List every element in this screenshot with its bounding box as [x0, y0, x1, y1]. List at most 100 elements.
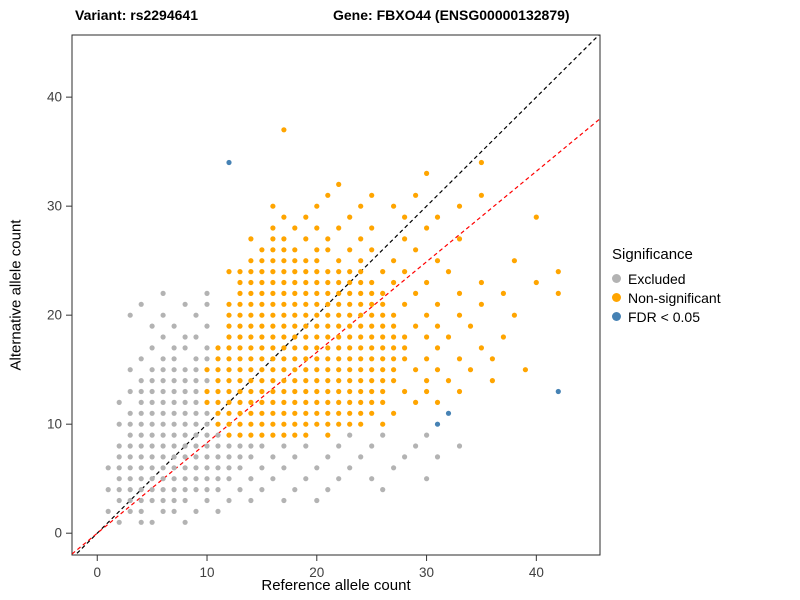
data-point — [270, 323, 276, 329]
y-tick-label: 0 — [54, 526, 62, 541]
data-point — [391, 465, 397, 471]
data-point — [215, 454, 221, 460]
data-point — [336, 279, 342, 286]
data-point — [160, 367, 166, 373]
data-point — [138, 378, 144, 384]
data-point — [380, 312, 386, 318]
data-point — [314, 269, 320, 275]
data-point — [391, 203, 397, 209]
x-tick-label: 40 — [529, 565, 544, 580]
data-point — [292, 432, 298, 438]
data-point — [226, 410, 232, 416]
data-point — [116, 454, 122, 460]
data-point — [336, 410, 342, 416]
data-point — [303, 378, 309, 384]
data-point — [259, 269, 265, 275]
data-point — [160, 334, 166, 340]
data-point — [259, 410, 265, 416]
data-point — [149, 443, 155, 449]
data-point — [522, 367, 529, 373]
data-point — [237, 279, 243, 286]
data-point — [182, 378, 188, 384]
data-point — [303, 312, 309, 318]
data-point — [160, 497, 166, 504]
y-tick-label: 40 — [47, 90, 62, 105]
data-point — [391, 258, 397, 264]
data-point — [226, 432, 232, 438]
data-point — [204, 497, 210, 504]
data-point — [413, 399, 419, 405]
data-point — [445, 378, 452, 384]
data-point — [424, 356, 430, 362]
data-point — [314, 225, 320, 231]
data-point — [347, 269, 353, 275]
data-point — [303, 279, 309, 286]
data-point — [358, 367, 364, 373]
data-point — [215, 443, 221, 449]
data-point — [303, 388, 309, 395]
data-point — [424, 378, 430, 384]
data-point — [336, 388, 342, 395]
data-point — [237, 301, 243, 307]
data-point — [314, 247, 320, 253]
data-point — [237, 443, 243, 449]
data-point — [325, 388, 331, 395]
data-point — [303, 443, 309, 449]
data-point — [127, 312, 133, 318]
data-point — [336, 258, 342, 264]
series-non-significant — [204, 127, 561, 438]
data-point — [358, 334, 364, 340]
data-point — [248, 497, 254, 504]
data-point — [336, 443, 342, 449]
data-point — [434, 399, 441, 405]
data-point — [259, 290, 265, 296]
data-point — [292, 290, 298, 296]
data-point — [281, 247, 287, 253]
legend-title: Significance — [612, 246, 693, 263]
data-point — [281, 410, 287, 416]
data-point — [237, 388, 243, 395]
excluded-swatch-icon — [612, 274, 621, 283]
data-point — [193, 476, 199, 482]
data-point — [402, 269, 408, 275]
data-point — [478, 192, 484, 198]
data-point — [138, 454, 144, 460]
data-point — [336, 399, 342, 405]
data-point — [270, 225, 276, 231]
data-point — [391, 356, 397, 362]
data-point — [434, 258, 441, 264]
identity-line — [74, 35, 600, 555]
data-point — [281, 290, 287, 296]
data-point — [303, 367, 309, 373]
data-point — [380, 290, 386, 296]
data-point — [193, 334, 199, 340]
data-point — [303, 214, 309, 220]
data-point — [281, 312, 287, 318]
data-point — [292, 269, 298, 275]
data-point — [314, 279, 320, 286]
data-point — [478, 301, 484, 307]
data-point — [424, 334, 430, 340]
data-point — [259, 388, 265, 395]
data-point — [204, 290, 210, 296]
data-point — [456, 236, 463, 242]
data-point — [336, 378, 342, 384]
data-point — [182, 345, 188, 351]
data-point — [281, 258, 287, 264]
data-point — [182, 519, 188, 525]
data-point — [281, 214, 287, 220]
data-point — [325, 356, 331, 362]
data-point — [237, 334, 243, 340]
data-point — [270, 203, 276, 209]
data-point — [270, 410, 276, 416]
data-point — [237, 487, 243, 493]
data-point — [500, 334, 506, 340]
data-point — [248, 454, 254, 460]
data-point — [358, 410, 364, 416]
data-point — [237, 367, 243, 373]
data-point — [358, 203, 364, 209]
data-point — [171, 508, 177, 514]
data-point — [215, 487, 221, 493]
data-point — [105, 508, 111, 514]
data-point — [380, 345, 386, 351]
